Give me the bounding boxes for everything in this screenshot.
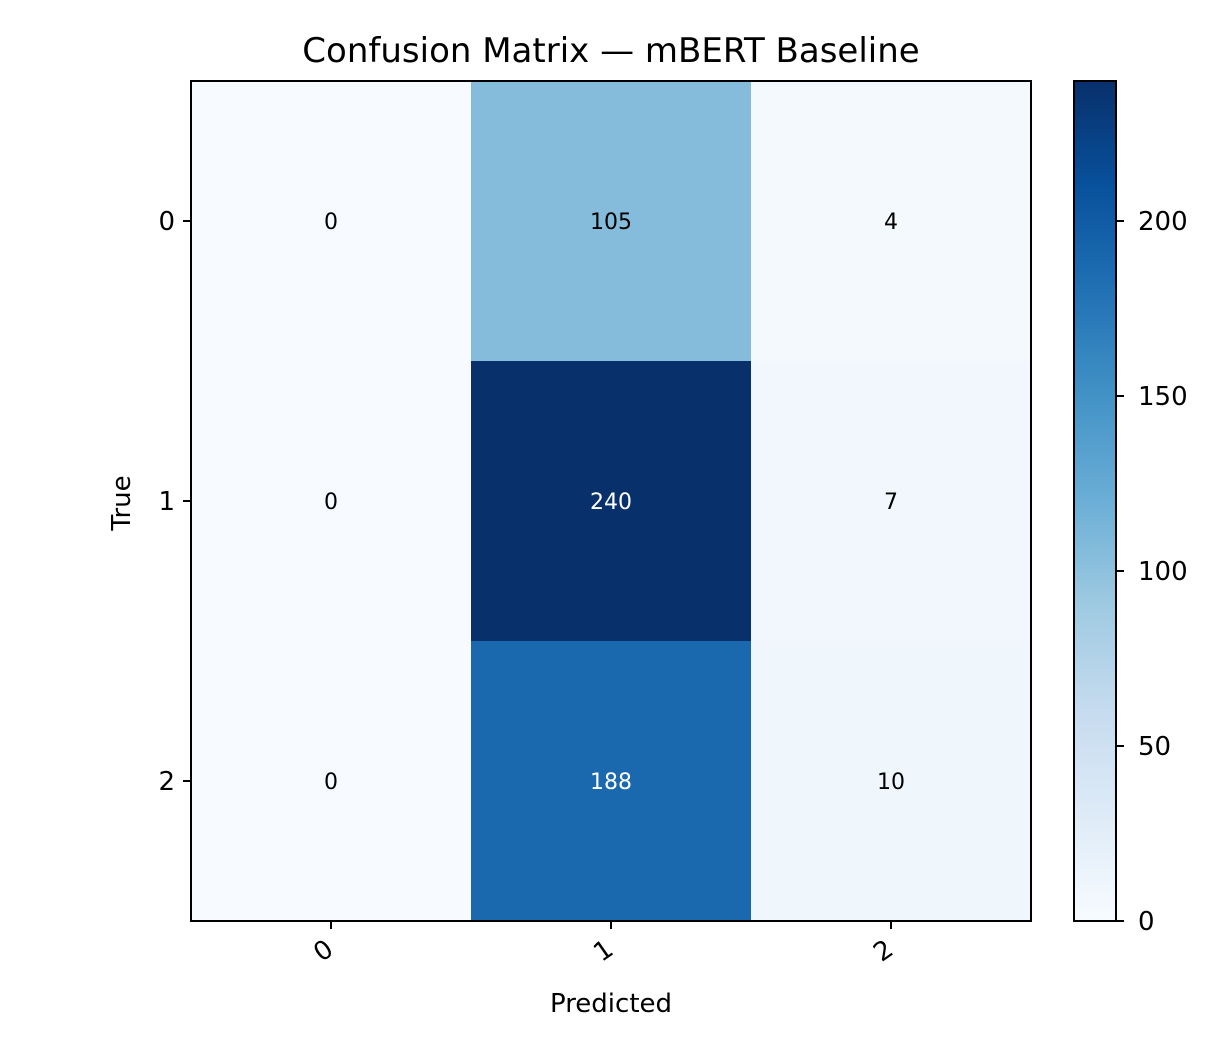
cell-value-label-r2-c1: 188 — [590, 770, 632, 795]
x-tick-label-2: 2 — [868, 934, 899, 968]
colorbar-tick-label-4: 200 — [1138, 207, 1188, 237]
cell-value-label-r0-c1: 105 — [590, 210, 632, 235]
cell-value-label-r2-c2: 10 — [877, 770, 905, 795]
heatmap-cells — [191, 81, 1032, 922]
cell-value-label-r1-c2: 7 — [884, 490, 898, 515]
heatmap-cell-r0-c2 — [751, 81, 1032, 362]
heatmap-cell-labels: 0 105 4 0 240 7 0 188 10 — [324, 210, 905, 795]
colorbar-tick-label-3: 150 — [1138, 382, 1188, 412]
y-axis-label: True — [107, 475, 137, 531]
cell-value-label-r0-c2: 4 — [884, 210, 898, 235]
heatmap-cell-r0-c1 — [471, 81, 752, 362]
cell-value-label-r0-c0: 0 — [324, 210, 338, 235]
heatmap-cell-r1-c0 — [191, 361, 472, 642]
colorbar-ticks: 0 50 100 150 200 — [1116, 207, 1188, 937]
heatmap-cell-r1-c2 — [751, 361, 1032, 642]
y-tick-label-1: 1 — [158, 487, 175, 517]
y-tick-label-2: 2 — [158, 767, 175, 797]
chart-title: Confusion Matrix — mBERT Baseline — [302, 31, 919, 71]
heatmap-cell-r0-c0 — [191, 81, 472, 362]
colorbar-tick-label-2: 100 — [1138, 557, 1188, 587]
x-tick-label-0: 0 — [308, 934, 339, 968]
y-axis-ticks: 0 1 2 — [158, 207, 191, 797]
heatmap-cell-r2-c0 — [191, 641, 472, 922]
colorbar-tick-label-0: 0 — [1138, 907, 1155, 937]
colorbar-tick-label-1: 50 — [1138, 732, 1171, 762]
heatmap-cell-r1-c1 — [471, 361, 752, 642]
cell-value-label-r1-c1: 240 — [590, 490, 632, 515]
x-axis-ticks: 0 1 2 — [308, 921, 899, 968]
colorbar: 0 50 100 150 200 — [1073, 80, 1188, 937]
y-tick-label-0: 0 — [158, 207, 175, 237]
cell-value-label-r1-c0: 0 — [324, 490, 338, 515]
colorbar-gradient — [1073, 80, 1117, 922]
x-axis-label: Predicted — [550, 989, 672, 1019]
heatmap-cell-r2-c1 — [471, 641, 752, 922]
cell-value-label-r2-c0: 0 — [324, 770, 338, 795]
x-tick-label-1: 1 — [588, 934, 619, 968]
heatmap-cell-r2-c2 — [751, 641, 1032, 922]
